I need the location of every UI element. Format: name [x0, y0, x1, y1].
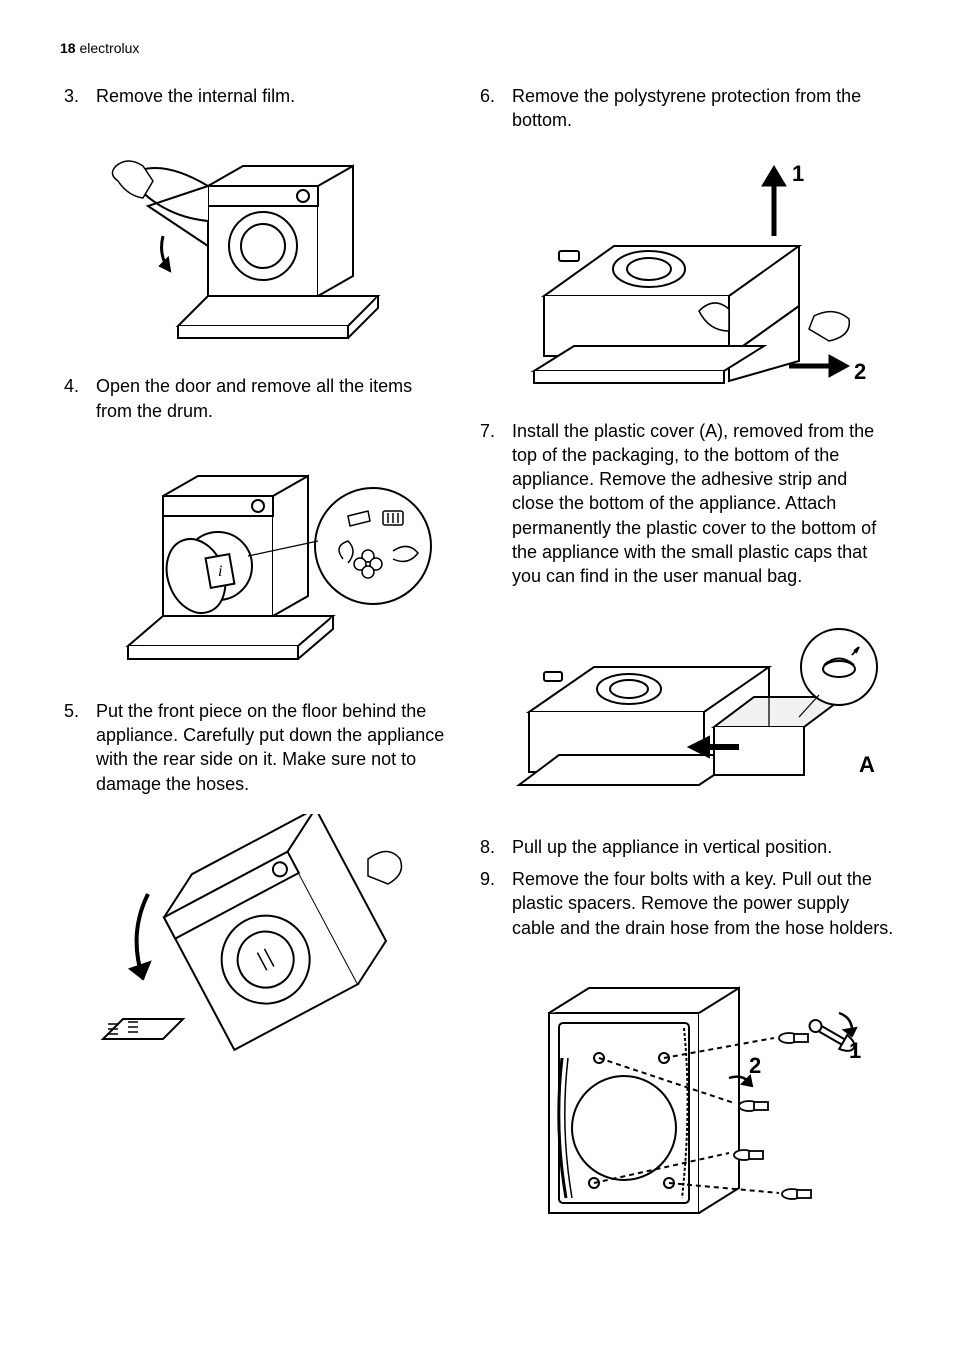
- page-header: 18 electrolux: [60, 40, 894, 56]
- step-9: 9. Remove the four bolts with a key. Pul…: [476, 867, 894, 940]
- figure-step-3: [88, 126, 452, 356]
- step-text: Install the plastic cover (A), removed f…: [512, 419, 894, 589]
- step-5: 5. Put the front piece on the floor behi…: [60, 699, 452, 796]
- step-text: Open the door and remove all the items f…: [96, 374, 452, 423]
- figure-step-6: 1 2: [504, 151, 894, 401]
- figure-step-4: i: [88, 441, 452, 681]
- label-a: A: [859, 752, 875, 777]
- step-3: 3. Remove the internal film.: [60, 84, 452, 108]
- figure-step-7: A: [504, 607, 894, 817]
- step-text: Remove the internal film.: [96, 84, 452, 108]
- label-bolt-2: 2: [749, 1053, 761, 1078]
- step-number: 9.: [476, 867, 512, 940]
- step-8: 8. Pull up the appliance in vertical pos…: [476, 835, 894, 859]
- figure-step-9: 1 2: [504, 958, 894, 1248]
- step-text: Put the front piece on the floor behind …: [96, 699, 452, 796]
- right-column: 6. Remove the polystyrene protection fro…: [476, 84, 894, 1266]
- label-1: 1: [792, 161, 804, 186]
- step-7: 7. Install the plastic cover (A), remove…: [476, 419, 894, 589]
- step-text: Pull up the appliance in vertical positi…: [512, 835, 894, 859]
- step-number: 3.: [60, 84, 96, 108]
- left-column: 3. Remove the internal film.: [60, 84, 452, 1266]
- step-text: Remove the four bolts with a key. Pull o…: [512, 867, 894, 940]
- step-number: 5.: [60, 699, 96, 796]
- step-number: 4.: [60, 374, 96, 423]
- step-6: 6. Remove the polystyrene protection fro…: [476, 84, 894, 133]
- content-columns: 3. Remove the internal film.: [60, 84, 894, 1266]
- step-number: 7.: [476, 419, 512, 589]
- step-text: Remove the polystyrene protection from t…: [512, 84, 894, 133]
- step-4: 4. Open the door and remove all the item…: [60, 374, 452, 423]
- brand-name: electrolux: [79, 40, 139, 56]
- figure-step-5: [88, 814, 452, 1074]
- step-number: 8.: [476, 835, 512, 859]
- step-number: 6.: [476, 84, 512, 133]
- page-number: 18: [60, 40, 76, 56]
- svg-text:i: i: [218, 563, 222, 580]
- label-bolt-1: 1: [849, 1038, 861, 1063]
- label-2: 2: [854, 359, 866, 384]
